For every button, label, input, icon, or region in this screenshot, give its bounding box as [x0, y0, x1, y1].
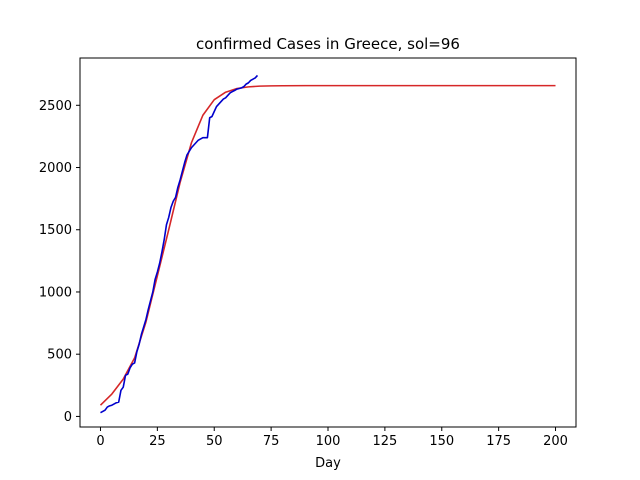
y-axis-ticks: 0 500 1000 1500 2000 2500 — [39, 99, 80, 425]
series-line-1 — [100, 74, 259, 414]
y-tick-label: 2500 — [39, 99, 72, 114]
x-tick-label: 50 — [206, 434, 223, 449]
plot-frame — [79, 57, 577, 428]
y-tick-label: 2000 — [39, 161, 72, 176]
x-tick-label: 25 — [149, 434, 166, 449]
chart-title: confirmed Cases in Greece, sol=96 — [196, 35, 460, 53]
y-tick-label: 0 — [64, 410, 72, 425]
x-tick-label: 175 — [486, 434, 511, 449]
x-tick-label: 0 — [96, 434, 104, 449]
x-tick-label: 200 — [543, 434, 568, 449]
plot-area — [99, 74, 556, 414]
x-tick-label: 125 — [372, 434, 397, 449]
series-line-0 — [99, 84, 556, 406]
x-axis-ticks: 0 25 50 75 100 125 150 175 200 — [96, 427, 568, 449]
y-tick-label: 1500 — [39, 223, 72, 238]
y-tick-label: 500 — [47, 348, 72, 363]
x-axis-label: Day — [315, 456, 341, 471]
x-tick-label: 100 — [316, 434, 341, 449]
x-tick-label: 150 — [429, 434, 454, 449]
y-tick-label: 1000 — [39, 285, 72, 300]
x-tick-label: 75 — [263, 434, 280, 449]
